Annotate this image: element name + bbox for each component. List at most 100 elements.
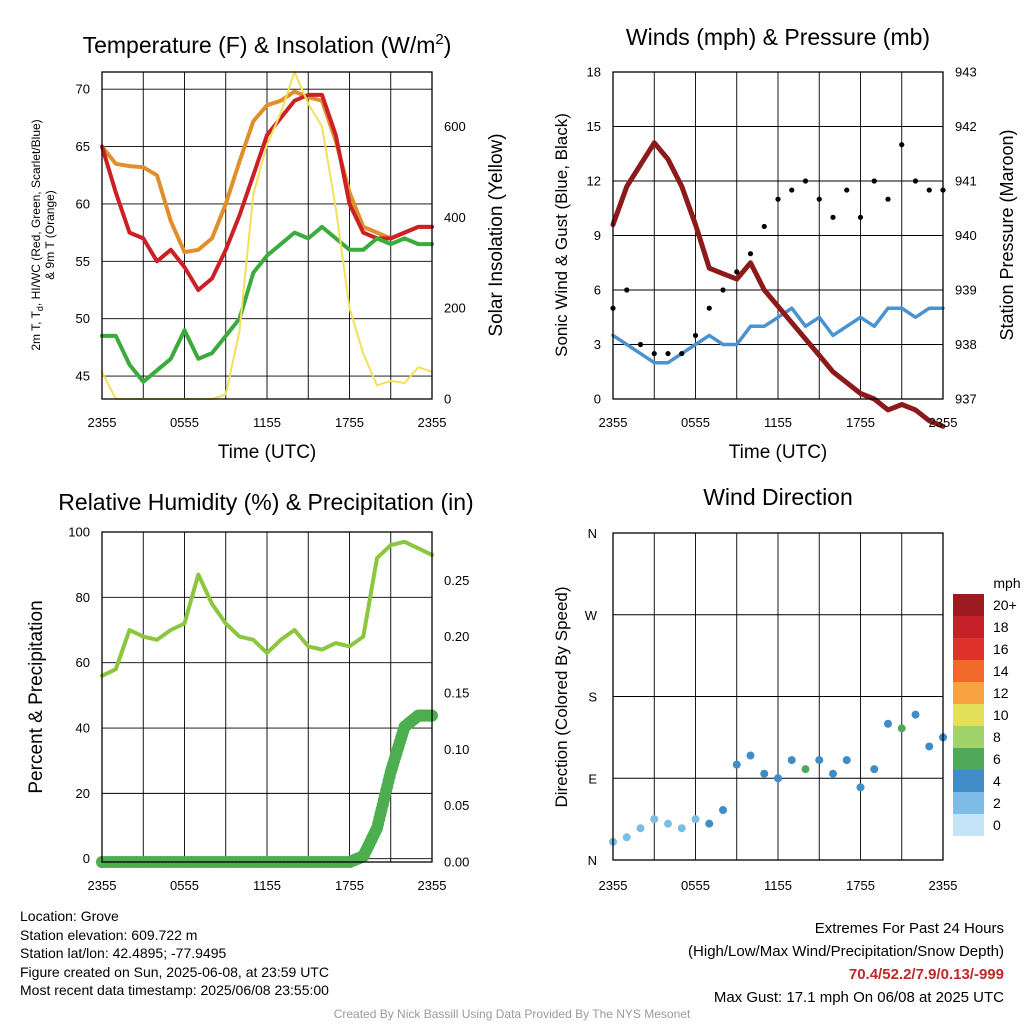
legend-swatch	[953, 748, 984, 770]
x-tick-label: 0555	[170, 415, 199, 430]
extremes-values: 70.4/52.2/7.9/0.13/-999	[848, 966, 1004, 983]
direction-point	[664, 819, 672, 828]
y-tick-label: 70	[76, 82, 90, 97]
y2-tick-label: 939	[955, 283, 977, 298]
winds-y2label: Station Pressure (Maroon)	[997, 129, 1017, 340]
direction-point	[884, 719, 892, 728]
recent-timestamp: Most recent data timestamp: 2025/06/08 2…	[20, 982, 329, 999]
y-tick-label: 18	[587, 65, 601, 80]
y-tick-label: 80	[76, 590, 90, 605]
x-tick-label: 2355	[418, 878, 447, 893]
y-tick-label: 60	[76, 655, 90, 670]
y2-tick-label: 943	[955, 65, 977, 80]
legend-label: 2	[993, 795, 1001, 811]
humidity-ylabel: Percent & Precipitation	[26, 600, 47, 793]
legend-swatch	[953, 616, 984, 638]
gust-point	[899, 142, 905, 148]
direction-point	[691, 815, 700, 824]
temperature-ylabel-line2: & 9m T (Orange)	[43, 190, 57, 280]
y-tick-label: 40	[76, 721, 90, 736]
gust-point	[747, 251, 754, 257]
direction-point	[732, 760, 741, 769]
y2-tick-label: 938	[955, 337, 977, 352]
direction-point	[677, 824, 686, 833]
gust-point	[734, 269, 740, 275]
gust-point	[761, 223, 767, 230]
y2-tick-label: 200	[444, 301, 466, 316]
humidity-title: Relative Humidity (%) & Precipitation (i…	[58, 489, 473, 515]
direction-point	[705, 819, 714, 828]
y2-tick-label: 0.15	[444, 686, 469, 701]
legend-swatch	[953, 726, 984, 748]
temperature-y2label: Solar Insolation (Yellow)	[486, 133, 507, 336]
legend-label: 8	[993, 729, 1001, 745]
y2-tick-label: 0.05	[444, 798, 469, 813]
y-tick-label: 3	[594, 337, 601, 352]
y-tick-label: 0	[83, 851, 90, 866]
y-tick-label: 6	[594, 283, 601, 298]
legend-swatch	[953, 594, 984, 616]
direction-grid	[613, 533, 943, 860]
direction-point	[870, 765, 879, 774]
y2-tick-label: 941	[955, 174, 977, 189]
winds-grid	[613, 72, 943, 399]
y-tick-label: W	[585, 608, 598, 623]
direction-point	[801, 765, 810, 774]
speed-legend: 20+ 18 16 14 12 10 8 6 4 2 0	[953, 594, 1017, 836]
temperature-series-line-2	[100, 224, 434, 384]
direction-title: Wind Direction	[703, 484, 853, 510]
direction-point	[746, 751, 755, 760]
gust-point	[871, 178, 877, 184]
y-tick-label: N	[588, 853, 597, 868]
gust-point	[926, 187, 932, 193]
x-tick-label: 2355	[929, 415, 958, 430]
temperature-grid	[102, 72, 432, 399]
x-tick-label: 2355	[418, 415, 447, 430]
x-tick-label: 0555	[681, 415, 710, 430]
humidity-panel: Relative Humidity (%) & Precipitation (i…	[26, 489, 474, 893]
direction-point	[719, 806, 727, 815]
winds-ylabel: Sonic Wind & Gust (Blue, Black)	[552, 113, 571, 357]
winds-panel: Winds (mph) & Pressure (mb) 2355 0555 1155…	[552, 24, 1017, 463]
y-tick-label: 9	[594, 228, 601, 243]
x-tick-label: 1155	[253, 415, 281, 430]
gust-point	[912, 178, 919, 184]
temperature-tick-labels: 2355 0555 1155 1755 2355 45 50 55 60 65 70 0 200 400 6…	[76, 82, 466, 430]
winds-series	[610, 140, 946, 429]
station-info: Location: Grove Station elevation: 609.7…	[20, 907, 329, 1000]
direction-panel: Wind Direction 2355 0555 1155 1755 2355NESWN…	[552, 484, 1021, 893]
max-gust: Max Gust: 17.1 mph On 06/08 at 2025 UTC	[713, 989, 1004, 1006]
temperature-xlabel: Time (UTC)	[218, 442, 317, 463]
direction-point	[787, 756, 796, 765]
y2-tick-label: 0.25	[444, 573, 469, 588]
gust-point	[651, 350, 657, 357]
legend-swatch	[953, 660, 984, 682]
direction-point	[842, 756, 851, 765]
extremes-title: Extremes For Past 24 Hours	[814, 920, 1004, 937]
gust-point	[802, 178, 809, 184]
winds-series-line-0	[611, 306, 945, 365]
winds-plot-frame	[612, 71, 944, 400]
y-tick-label: 50	[76, 311, 90, 326]
gust-point	[706, 305, 712, 311]
gust-point	[885, 196, 891, 202]
gust-point	[720, 287, 726, 293]
y-tick-label: 100	[68, 525, 90, 540]
x-tick-label: 2355	[88, 878, 117, 893]
direction-point	[622, 833, 631, 842]
gust-point	[624, 287, 630, 293]
y2-tick-label: 600	[444, 119, 466, 134]
y-tick-label: 55	[76, 254, 90, 269]
winds-title: Winds (mph) & Pressure (mb)	[626, 24, 930, 50]
direction-point	[815, 756, 824, 765]
temperature-series-line-0	[100, 89, 434, 255]
direction-ylabel: Direction (Colored By Speed)	[552, 586, 571, 807]
temperature-panel: Temperature (F) & Insolation (W/m2) 2355…	[29, 31, 507, 463]
y2-tick-label: 0.10	[444, 742, 469, 757]
y-tick-label: 12	[587, 174, 601, 189]
y2-tick-label: 940	[955, 228, 977, 243]
gust-point	[637, 341, 644, 348]
direction-point	[925, 742, 934, 751]
y-tick-label: 20	[76, 786, 90, 801]
y-tick-label: 60	[76, 196, 90, 211]
